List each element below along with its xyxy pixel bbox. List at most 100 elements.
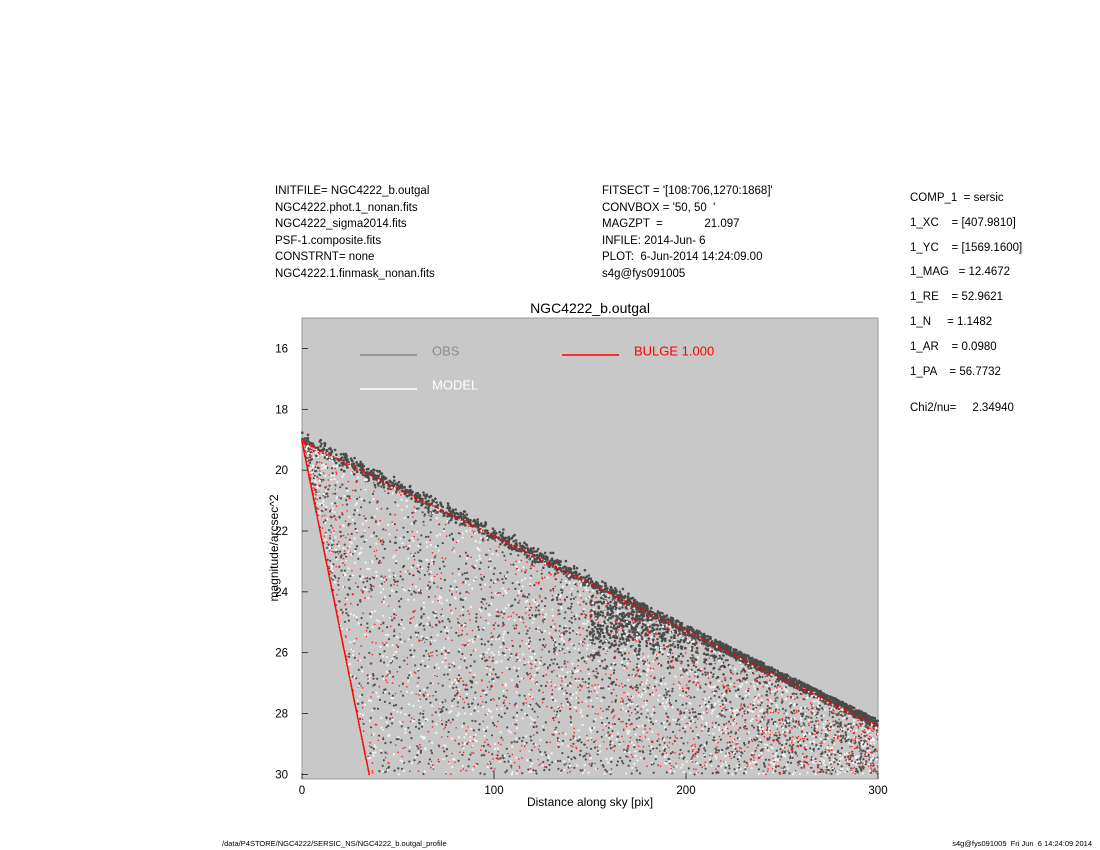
obs-point: [369, 545, 372, 548]
obs-point: [563, 617, 566, 620]
obs-point: [497, 624, 500, 627]
obs-point: [503, 760, 506, 763]
obs-point: [621, 663, 624, 666]
obs-point: [399, 575, 402, 578]
obs-point: [809, 747, 812, 750]
obs-point: [601, 624, 605, 627]
model-point: [494, 747, 497, 751]
obs-point: [606, 625, 609, 628]
obs-point: [580, 741, 583, 744]
obs-point: [624, 684, 627, 687]
obs-point: [639, 602, 642, 606]
model-point: [364, 561, 367, 564]
obs-point: [506, 571, 509, 574]
obs-point: [820, 714, 823, 718]
obs-point: [642, 625, 645, 628]
model-point: [523, 742, 526, 746]
obs-point: [481, 578, 484, 581]
obs-point: [619, 651, 622, 654]
obs-point: [338, 464, 341, 467]
model-point: [651, 686, 655, 690]
model-point: [751, 751, 754, 755]
obs-point: [744, 663, 747, 666]
obs-point: [836, 725, 840, 728]
obs-point: [467, 577, 470, 580]
obs-point: [711, 772, 714, 775]
obs-point: [618, 617, 621, 620]
obs-point: [618, 607, 621, 610]
obs-point: [365, 475, 368, 479]
obs-point: [844, 724, 848, 728]
obs-point: [875, 729, 879, 732]
obs-point: [351, 675, 354, 678]
model-point: [465, 733, 468, 736]
obs-point: [824, 750, 827, 754]
obs-point: [565, 596, 569, 599]
obs-point: [675, 723, 678, 726]
obs-point: [572, 742, 575, 745]
obs-point: [638, 716, 641, 719]
obs-point: [796, 682, 800, 685]
obs-point: [593, 653, 596, 657]
obs-point: [682, 727, 685, 730]
obs-point: [578, 626, 581, 629]
obs-point: [837, 749, 840, 752]
obs-point: [588, 696, 591, 699]
obs-point: [763, 765, 766, 768]
obs-point: [788, 722, 791, 725]
obs-point: [568, 631, 571, 635]
obs-point: [360, 464, 364, 468]
obs-point: [435, 501, 438, 504]
obs-point: [446, 502, 450, 505]
obs-point: [410, 593, 413, 596]
obs-point: [322, 448, 326, 451]
obs-point: [677, 620, 680, 623]
obs-point: [621, 606, 624, 609]
obs-point: [440, 708, 443, 711]
obs-point: [424, 664, 427, 668]
obs-point: [658, 743, 661, 746]
obs-point: [390, 584, 393, 587]
obs-point: [459, 555, 462, 558]
obs-point: [636, 686, 639, 690]
model-point: [872, 754, 875, 757]
obs-point: [699, 632, 703, 635]
model-point: [783, 741, 786, 744]
obs-point: [622, 762, 625, 765]
obs-point: [401, 578, 404, 581]
obs-point: [738, 678, 741, 681]
obs-point: [606, 717, 609, 720]
obs-point: [598, 654, 601, 657]
obs-point: [605, 770, 609, 773]
obs-point: [342, 469, 346, 473]
model-point: [451, 766, 454, 769]
obs-point: [604, 667, 608, 670]
obs-point: [447, 651, 450, 654]
obs-point: [430, 515, 433, 518]
obs-point: [703, 747, 706, 750]
obs-point: [369, 726, 373, 729]
obs-point: [419, 749, 423, 752]
obs-point: [515, 723, 518, 726]
model-point: [529, 649, 532, 652]
obs-point: [392, 479, 396, 483]
obs-point: [456, 691, 459, 695]
obs-point: [643, 660, 647, 663]
model-point: [686, 672, 689, 675]
obs-point: [394, 580, 397, 584]
obs-point: [730, 707, 733, 710]
obs-point: [719, 644, 723, 648]
obs-point: [761, 675, 764, 679]
obs-point: [585, 602, 588, 605]
obs-point: [395, 657, 398, 660]
model-point: [371, 626, 374, 629]
obs-point: [433, 666, 436, 669]
obs-point: [633, 746, 636, 749]
obs-point: [378, 653, 381, 656]
obs-point: [585, 629, 589, 632]
obs-point: [556, 737, 560, 740]
obs-point: [558, 624, 562, 628]
obs-point: [535, 627, 538, 631]
obs-point: [689, 657, 692, 660]
